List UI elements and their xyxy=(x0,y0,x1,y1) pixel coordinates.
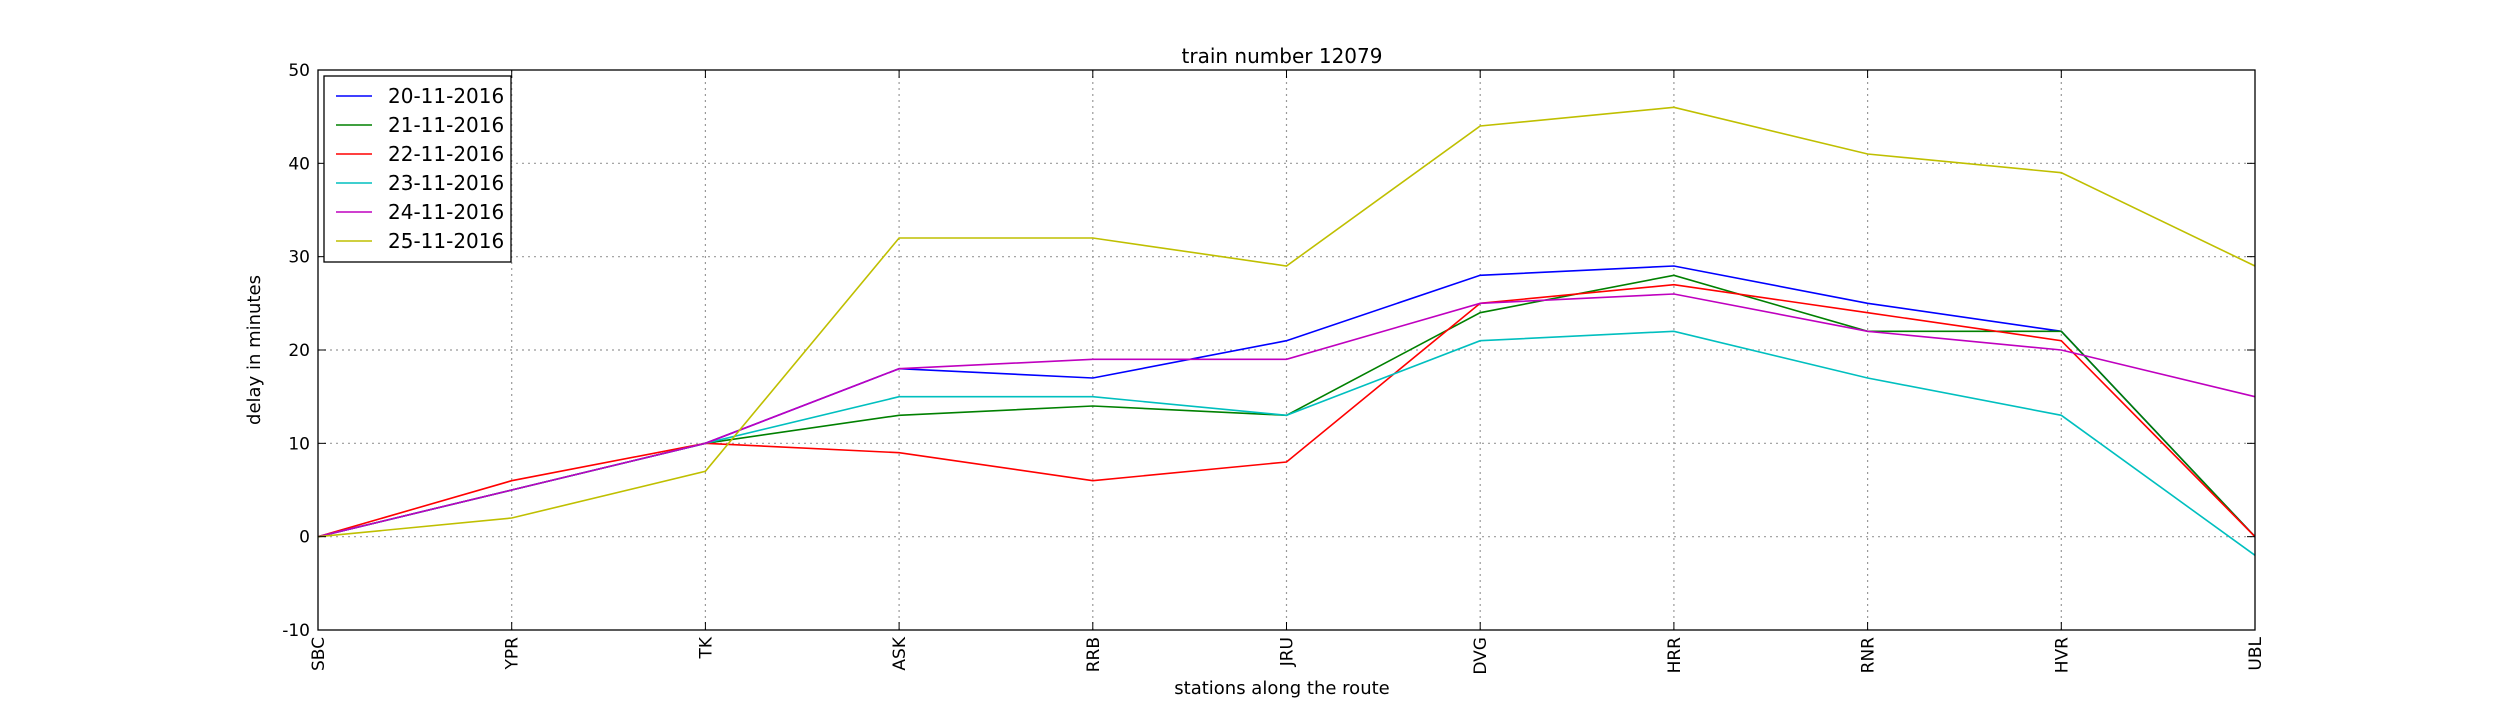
x-tick-label: JRU xyxy=(1278,637,1298,667)
y-tick-label: 10 xyxy=(288,434,310,454)
y-tick-label: 40 xyxy=(288,154,310,174)
axes: -10 0 10 20 30 40 50 SBC YPR TK ASK RRB JRU DVG HRR RNR… xyxy=(282,61,2266,675)
x-tick-label: UBL xyxy=(2246,636,2266,670)
series-line-2 xyxy=(317,283,2256,538)
y-tick-label: -10 xyxy=(282,621,310,641)
series-line-5 xyxy=(317,106,2256,538)
legend-label-5: 25-11-2016 xyxy=(388,229,504,253)
legend-label-2: 22-11-2016 xyxy=(388,142,504,166)
x-tick-label: SBC xyxy=(309,637,329,671)
x-tick-label: HRR xyxy=(1665,637,1685,674)
chart-title: train number 12079 xyxy=(1182,44,1383,68)
legend-label-0: 20-11-2016 xyxy=(388,84,504,108)
series-line-4 xyxy=(317,293,2256,538)
series-lines xyxy=(317,106,2256,556)
grid-lines xyxy=(318,70,2255,630)
x-tick-label: HVR xyxy=(2052,637,2072,673)
legend-label-1: 21-11-2016 xyxy=(388,113,504,137)
x-tick-label: ASK xyxy=(890,636,910,670)
x-tick-label: RNR xyxy=(1859,637,1879,674)
x-tick-label: DVG xyxy=(1471,637,1491,675)
y-tick-label: 50 xyxy=(288,61,310,81)
legend: 20-11-2016 21-11-2016 22-11-2016 23-11-2016… xyxy=(323,75,512,263)
y-tick-label: 30 xyxy=(288,248,310,268)
legend-label-4: 24-11-2016 xyxy=(388,200,504,224)
y-axis-title: delay in minutes xyxy=(244,275,265,425)
y-tick-label: 0 xyxy=(299,528,310,548)
x-tick-label: TK xyxy=(696,636,716,659)
x-tick-label: YPR xyxy=(503,637,523,671)
x-tick-label: RRB xyxy=(1084,637,1104,672)
y-tick-label: 20 xyxy=(288,341,310,361)
x-axis-title: stations along the route xyxy=(1174,678,1389,699)
legend-label-3: 23-11-2016 xyxy=(388,171,504,195)
legend-box xyxy=(323,75,512,263)
